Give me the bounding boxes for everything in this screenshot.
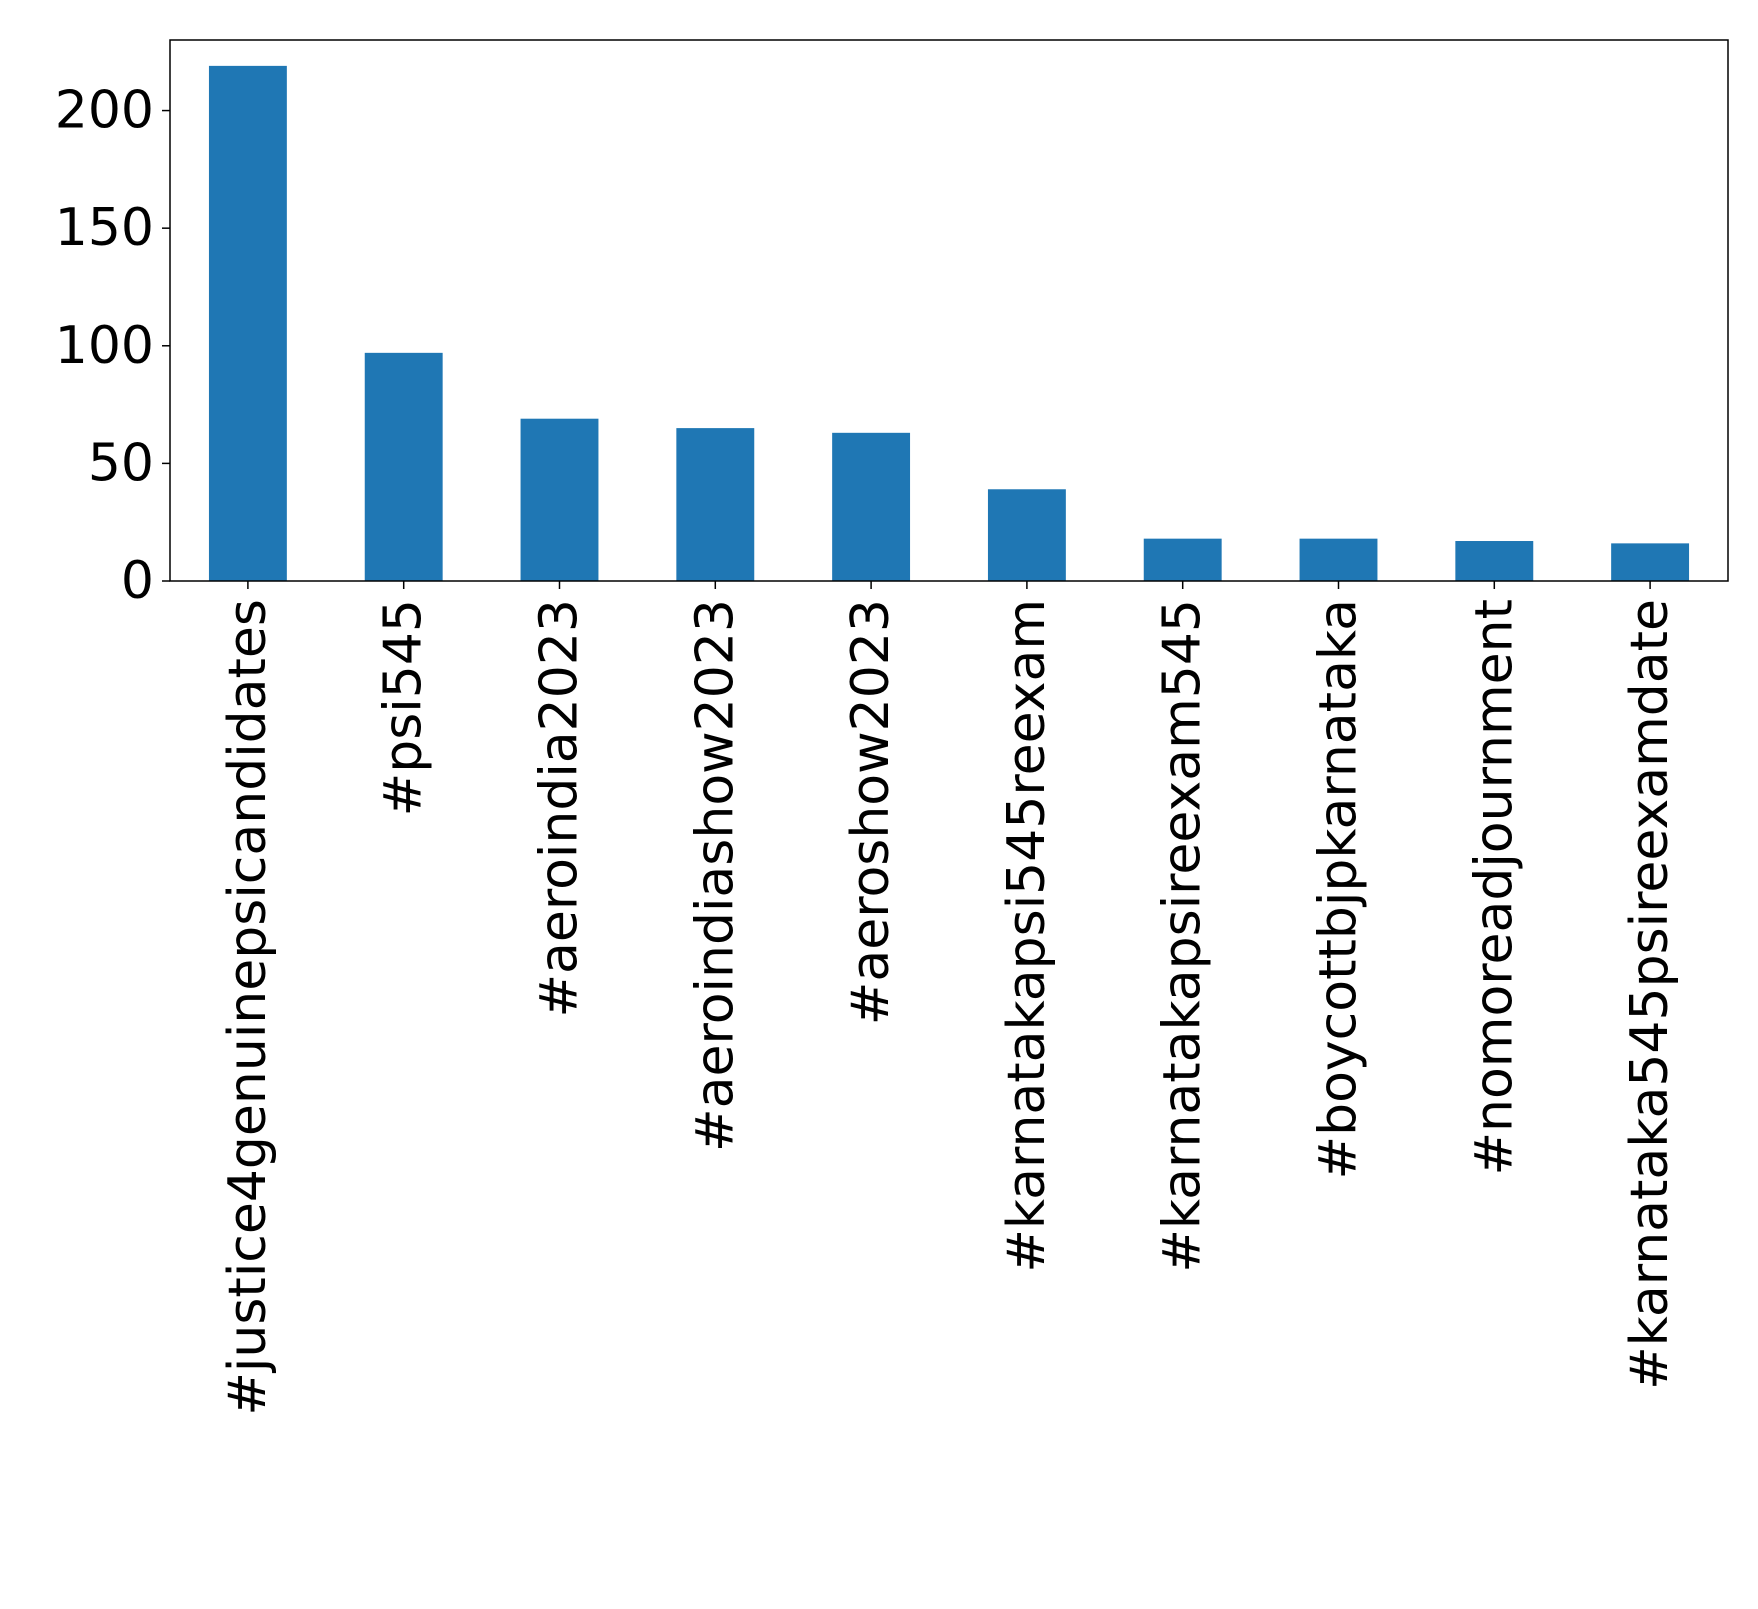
x-tick-label: #psi545	[374, 599, 434, 816]
bar	[520, 418, 599, 581]
bar	[364, 352, 443, 581]
y-tick-label: 100	[55, 316, 154, 376]
y-axis: 0 50 100 150 200	[55, 81, 170, 611]
x-tick-label: #aeroindiashow2023	[685, 599, 745, 1152]
x-tick-label: #aeroindia2023	[530, 599, 590, 1018]
bar	[1611, 543, 1690, 581]
x-tick-label: #karnatakapsi545reexam	[997, 599, 1057, 1273]
x-tick-label: #karnatakapsireexam545	[1153, 599, 1213, 1273]
bar	[987, 489, 1066, 581]
bar	[832, 432, 911, 581]
bar	[676, 428, 755, 581]
bar	[208, 65, 287, 582]
bar	[1455, 541, 1534, 581]
y-tick-label: 150	[55, 198, 154, 258]
x-tick-label: #boycottbjpkarnataka	[1309, 599, 1369, 1179]
y-tick-label: 200	[55, 81, 154, 141]
plot-frame	[169, 39, 1729, 582]
bar	[1143, 538, 1222, 581]
bars-group	[208, 65, 1690, 582]
x-tick-label: #karnataka545psireexamdate	[1620, 599, 1680, 1390]
y-tick-label: 0	[121, 551, 154, 611]
bar	[1299, 538, 1378, 581]
x-tick-label: #aeroshow2023	[841, 599, 901, 1025]
x-tick-label: #justice4genuinepsicandidates	[218, 599, 278, 1416]
x-tick-label: #nomoreadjournment	[1464, 599, 1524, 1176]
y-tick-label: 50	[88, 433, 154, 493]
x-axis: #justice4genuinepsicandidates #psi545 #aer…	[218, 581, 1680, 1416]
